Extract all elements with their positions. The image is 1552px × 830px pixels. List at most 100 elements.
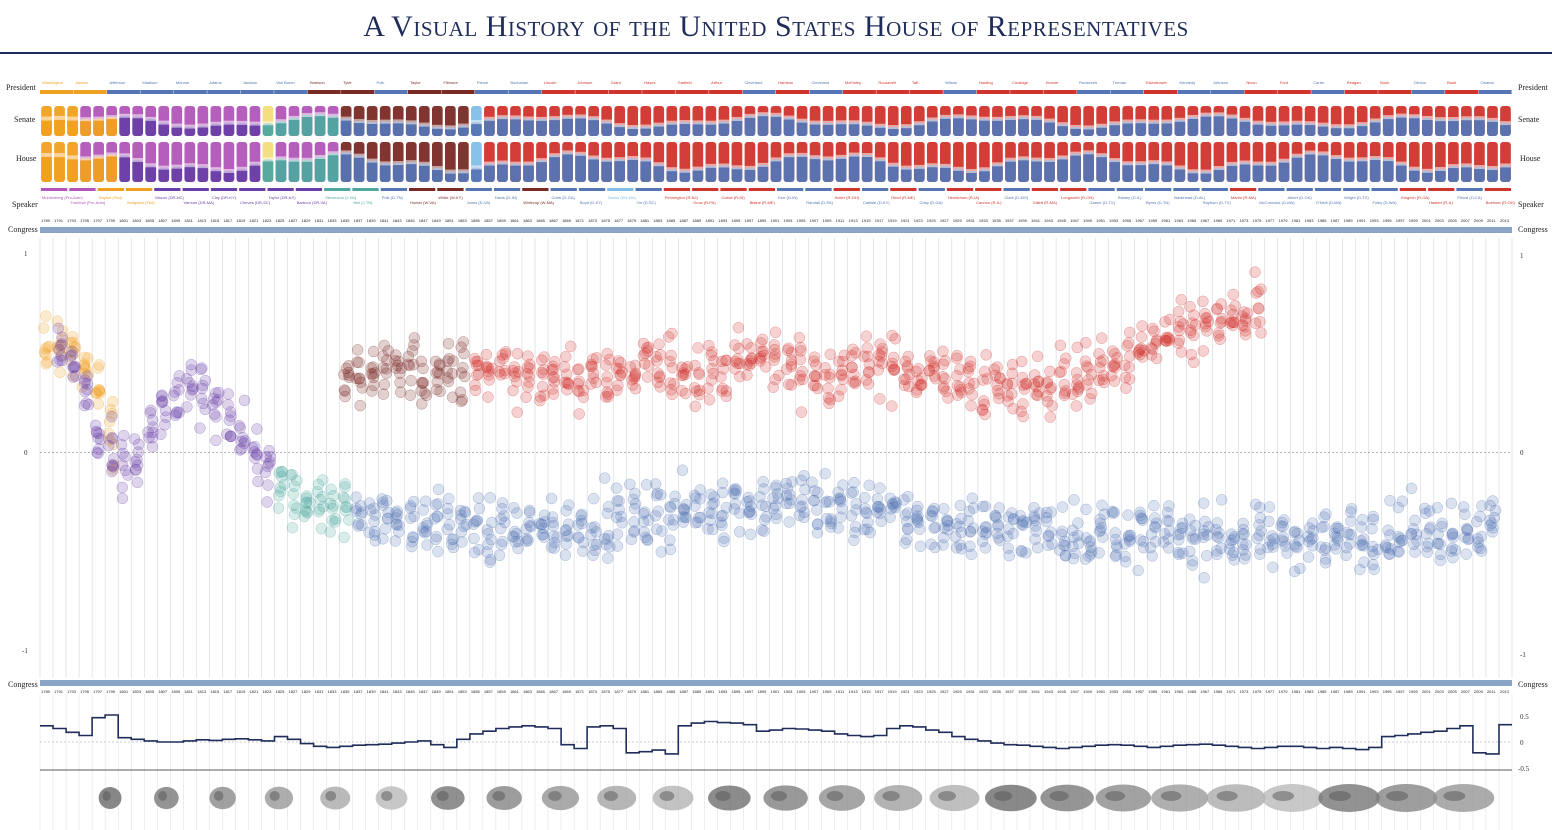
legislator-point xyxy=(1109,348,1121,360)
legislator-point xyxy=(1163,334,1176,346)
legislator-point xyxy=(977,374,989,386)
house-divider xyxy=(54,153,65,158)
legislator-point xyxy=(455,509,467,521)
house-divider xyxy=(796,152,808,157)
legislator-point xyxy=(78,358,91,370)
president-term-bar xyxy=(809,90,843,94)
house-divider xyxy=(1487,165,1498,170)
legislator-point xyxy=(876,346,888,358)
legislator-point xyxy=(728,487,740,499)
legislator-point xyxy=(850,497,863,510)
house-minority-segment xyxy=(327,153,339,182)
legislator-point xyxy=(940,514,953,526)
house-divider xyxy=(640,157,652,162)
legislator-point xyxy=(1007,513,1020,525)
legislator-point xyxy=(1124,535,1136,547)
senate-divider xyxy=(158,120,170,125)
legislator-point xyxy=(547,520,560,532)
legislator-point xyxy=(1249,498,1262,511)
legislator-point xyxy=(677,516,689,528)
house-divider xyxy=(1408,166,1420,171)
legislator-point xyxy=(157,396,169,408)
congress-year-label: 1989 xyxy=(1344,218,1354,223)
legislator-point xyxy=(824,368,836,381)
congress-year-label: 1971 xyxy=(1226,218,1236,223)
senate-divider xyxy=(536,116,547,121)
legislator-point xyxy=(93,385,106,398)
legislator-point xyxy=(1111,352,1123,364)
legislator-point xyxy=(1045,506,1057,518)
legislator-point xyxy=(979,528,992,540)
legislator-point xyxy=(1105,370,1118,382)
congress-year-label: 1823 xyxy=(262,218,272,223)
legislator-point xyxy=(481,360,493,373)
legislator-point xyxy=(523,504,536,517)
legislator-point xyxy=(679,363,691,375)
house-divider xyxy=(1187,169,1199,174)
legislator-point xyxy=(938,531,950,544)
legislator-point xyxy=(949,531,962,543)
house-minority-segment xyxy=(1369,158,1381,182)
legislator-point xyxy=(1459,531,1471,544)
legislator-point xyxy=(43,340,56,353)
legislator-point xyxy=(1224,537,1236,550)
legislator-point xyxy=(706,362,718,375)
legislator-point xyxy=(559,549,572,561)
legislator-point xyxy=(955,526,968,539)
legislator-point xyxy=(222,388,234,400)
legislator-point xyxy=(1475,545,1488,557)
legislator-point xyxy=(494,355,506,368)
congress-year-label: 1975 xyxy=(1252,218,1262,223)
house-minority-segment xyxy=(145,165,157,182)
legislator-point xyxy=(651,355,663,367)
speaker-term-bar xyxy=(352,188,379,191)
legislator-point xyxy=(942,524,954,536)
legislator-point xyxy=(785,354,798,366)
legislator-point xyxy=(715,371,727,383)
senate-minority-segment xyxy=(262,123,274,136)
legislator-point xyxy=(354,376,367,389)
legislator-point xyxy=(678,503,690,516)
polarization-y-tick-top: 0.5 xyxy=(1520,713,1529,721)
legislator-point xyxy=(442,337,455,350)
legislator-point xyxy=(694,484,706,496)
legislator-point xyxy=(1423,505,1436,517)
legislator-point xyxy=(67,331,79,343)
house-minority-segment xyxy=(392,163,404,182)
legislator-point xyxy=(689,492,702,504)
legislator-point xyxy=(1223,543,1236,555)
congress-year-label: 1917 xyxy=(875,689,885,694)
legislator-point xyxy=(990,511,1003,524)
legislator-point xyxy=(873,355,885,368)
speaker-name-label: Pennington (R-NJ) xyxy=(665,195,699,200)
legislator-point xyxy=(262,479,274,491)
speaker-row-label-left: Speaker xyxy=(12,200,38,209)
legislator-point xyxy=(901,360,913,372)
legislator-point xyxy=(772,492,785,505)
district-map-shading xyxy=(548,791,562,801)
legislator-point xyxy=(170,407,183,419)
speaker-term-bar xyxy=(805,188,832,191)
house-minority-segment xyxy=(861,155,873,182)
legislator-point xyxy=(315,522,328,535)
speaker-name-label: Crisp (D-GA) xyxy=(920,200,944,205)
legislator-point xyxy=(628,516,640,528)
legislator-point xyxy=(664,543,677,556)
house-minority-segment xyxy=(718,165,730,182)
legislator-point xyxy=(1227,316,1240,329)
legislator-point xyxy=(1187,533,1199,545)
legislator-point xyxy=(56,354,69,367)
congress-year-label: 1969 xyxy=(1213,689,1223,694)
house-divider xyxy=(1044,157,1055,162)
senate-minority-segment xyxy=(145,118,157,136)
president-term-bar xyxy=(1411,90,1445,94)
president-name-label: Adams xyxy=(75,80,87,85)
legislator-point xyxy=(299,504,312,516)
legislator-point xyxy=(537,528,549,541)
legislator-point xyxy=(181,373,193,385)
legislator-point xyxy=(825,515,837,527)
legislator-point xyxy=(1279,540,1291,552)
legislator-point xyxy=(715,516,727,529)
legislator-point xyxy=(1098,508,1110,520)
house-divider xyxy=(705,163,717,168)
